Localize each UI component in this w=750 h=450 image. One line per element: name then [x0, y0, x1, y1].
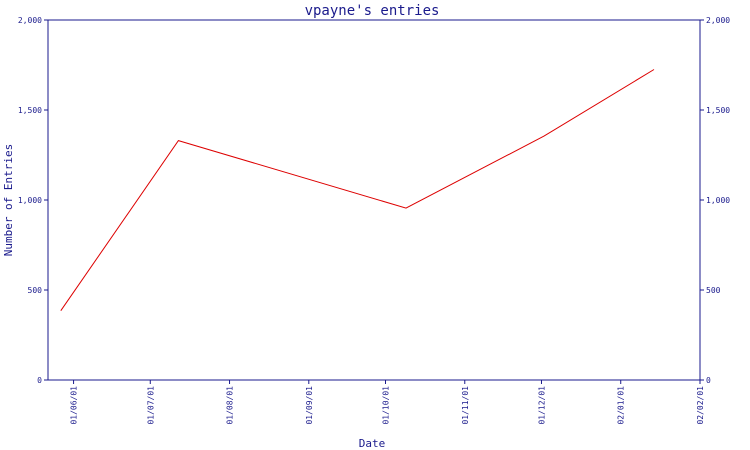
x-axis-label: Date [359, 437, 386, 450]
y-tick-label-left: 500 [28, 286, 43, 295]
x-tick-label: 01/06/01 [70, 386, 79, 425]
x-tick-label: 01/09/01 [305, 386, 314, 425]
x-axis: 01/06/01 01/07/01 01/08/01 01/09/01 01/10/01… [70, 380, 705, 425]
y-tick-label-left: 1,000 [18, 196, 42, 205]
series-group [60, 69, 655, 311]
y-tick-label-right: 0 [706, 376, 711, 385]
x-tick-label: 01/10/01 [382, 386, 391, 425]
y-axis-right: 0 500 1,000 1,500 2,000 [700, 16, 730, 385]
y-tick-label-right: 1,000 [706, 196, 730, 205]
x-tick-label: 02/01/01 [617, 386, 626, 425]
y-axis-label: Number of Entries [2, 144, 15, 257]
y-tick-label-left: 2,000 [18, 16, 42, 25]
chart-title: vpayne's entries [305, 3, 440, 19]
x-tick-label: 02/02/01 [696, 386, 705, 425]
y-tick-label-right: 2,000 [706, 16, 730, 25]
plot-frame [47, 19, 701, 381]
x-tick-label: 01/12/01 [537, 386, 546, 425]
x-tick-label: 01/08/01 [226, 386, 235, 425]
x-tick-label: 01/11/01 [461, 386, 470, 425]
x-tick-label: 01/07/01 [146, 386, 155, 425]
series-line [60, 69, 655, 311]
y-tick-label-right: 1,500 [706, 106, 730, 115]
y-tick-label-left: 0 [37, 376, 42, 385]
y-axis-left: 0 500 1,000 1,500 2,000 [18, 16, 48, 385]
y-tick-label-left: 1,500 [18, 106, 42, 115]
y-tick-label-right: 500 [706, 286, 721, 295]
